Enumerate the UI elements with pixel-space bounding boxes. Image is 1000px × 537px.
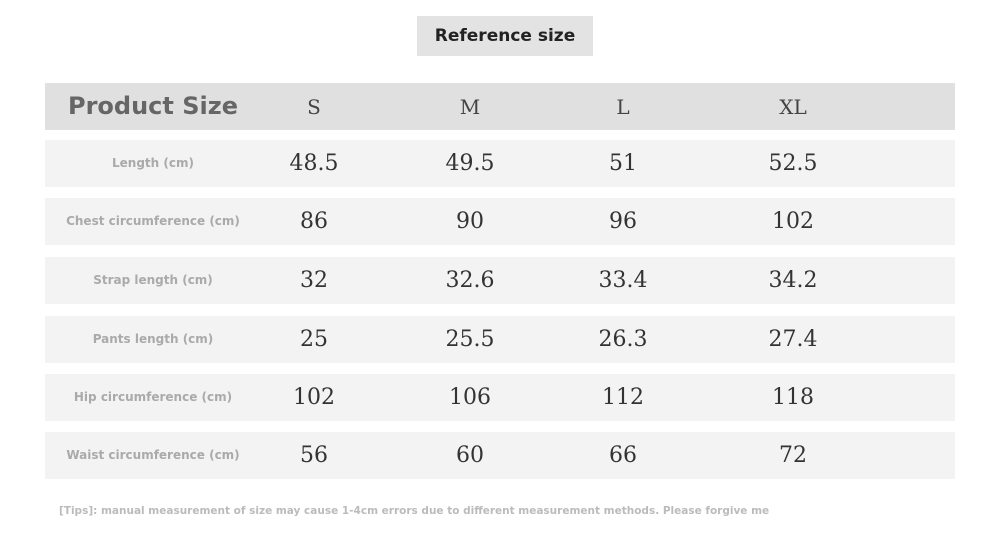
header-label: Product Size [68, 92, 238, 120]
table-row: Length (cm) 48.5 49.5 51 52.5 [45, 140, 955, 187]
table-row: Chest circumference (cm) 86 90 96 102 [45, 198, 955, 245]
row-value: 118 [772, 385, 814, 410]
row-value: 48.5 [289, 151, 339, 176]
row-value: 90 [456, 209, 484, 234]
row-value: 32 [300, 268, 328, 293]
row-value: 49.5 [445, 151, 495, 176]
table-row: Pants length (cm) 25 25.5 26.3 27.4 [45, 316, 955, 363]
row-value: 51 [609, 151, 637, 176]
row-value: 32.6 [445, 268, 495, 293]
table-row: Waist circumference (cm) 56 60 66 72 [45, 432, 955, 479]
row-value: 56 [300, 443, 328, 468]
size-s: S [307, 94, 321, 119]
header-row: Product Size S M L XL [45, 83, 955, 130]
row-value: 102 [293, 385, 335, 410]
row-value: 86 [300, 209, 328, 234]
row-label: Chest circumference (cm) [66, 214, 240, 228]
row-value: 33.4 [598, 268, 648, 293]
row-value: 27.4 [768, 327, 818, 352]
row-value: 26.3 [598, 327, 648, 352]
row-value: 25 [300, 327, 328, 352]
size-l: L [616, 94, 630, 119]
row-value: 72 [779, 443, 807, 468]
row-value: 34.2 [768, 268, 818, 293]
row-value: 106 [449, 385, 491, 410]
row-label: Strap length (cm) [93, 273, 213, 287]
tips-note: [Tips]: manual measurement of size may c… [59, 505, 770, 517]
row-label: Length (cm) [112, 156, 194, 170]
row-label: Hip circumference (cm) [73, 390, 233, 404]
row-value: 25.5 [445, 327, 495, 352]
table-row: Strap length (cm) 32 32.6 33.4 34.2 [45, 257, 955, 304]
row-value: 96 [609, 209, 637, 234]
row-value: 66 [609, 443, 637, 468]
row-value: 52.5 [768, 151, 818, 176]
row-value: 102 [772, 209, 814, 234]
row-label: Waist circumference (cm) [66, 448, 240, 462]
row-value: 60 [456, 443, 484, 468]
size-m: M [459, 94, 481, 119]
table-row: Hip circumference (cm) 102 106 112 118 [45, 374, 955, 421]
row-label: Pants length (cm) [92, 332, 214, 346]
row-value: 112 [602, 385, 644, 410]
size-xl: XL [779, 94, 807, 119]
reference-size-title: Reference size [417, 16, 593, 56]
